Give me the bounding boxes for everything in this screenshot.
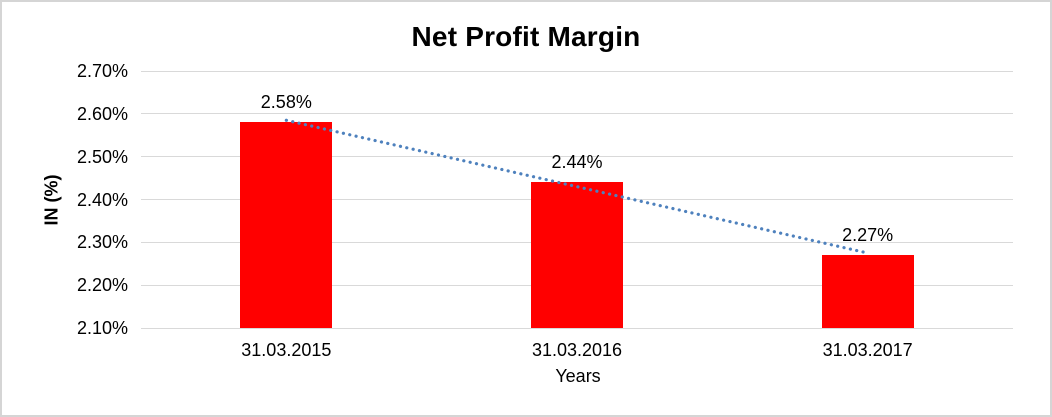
x-axis-title: Years	[555, 366, 601, 386]
bar	[821, 255, 914, 328]
y-tick-label: 2.60%	[76, 103, 128, 124]
x-tick-label: 31.03.2015	[241, 340, 332, 360]
chart-title: Net Profit Margin	[411, 21, 641, 52]
bar-value-label: 2.44%	[551, 152, 603, 173]
y-tick-label: 2.30%	[76, 232, 128, 253]
gridline	[141, 327, 1013, 329]
y-tick-label: 2.40%	[76, 189, 128, 210]
y-tick-label: 2.50%	[76, 146, 128, 167]
x-tick-label: 31.03.2017	[822, 340, 913, 360]
gridline	[141, 70, 1013, 72]
x-tick-label: 31.03.2016	[531, 340, 623, 360]
gridline	[141, 113, 1013, 115]
bar-value-label: 2.27%	[842, 225, 894, 246]
y-tick-label: 2.10%	[76, 318, 128, 338]
bar	[531, 182, 623, 328]
bar-value-label: 2.58%	[260, 92, 312, 113]
bar	[240, 122, 333, 328]
y-tick-label: 2.70%	[76, 61, 128, 81]
y-tick-label: 2.20%	[76, 275, 128, 296]
